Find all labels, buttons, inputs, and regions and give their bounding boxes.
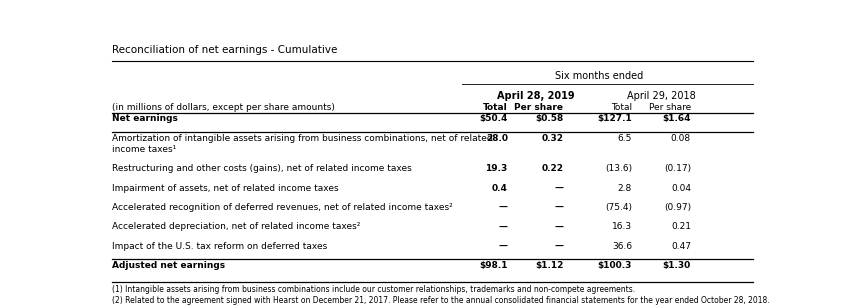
Text: Per share: Per share <box>514 103 564 112</box>
Text: $1.12: $1.12 <box>535 261 564 270</box>
Text: Six months ended: Six months ended <box>555 71 643 81</box>
Text: (1) Intangible assets arising from business combinations include our customer re: (1) Intangible assets arising from busin… <box>112 285 636 294</box>
Text: $100.3: $100.3 <box>598 261 632 270</box>
Text: Total: Total <box>611 103 632 112</box>
Text: 0.08: 0.08 <box>671 134 691 143</box>
Text: 36.6: 36.6 <box>612 242 632 251</box>
Text: Reconciliation of net earnings - Cumulative: Reconciliation of net earnings - Cumulat… <box>112 45 338 55</box>
Text: 6.5: 6.5 <box>618 134 632 143</box>
Text: —: — <box>555 184 564 193</box>
Text: 0.32: 0.32 <box>541 134 564 143</box>
Text: 2.8: 2.8 <box>618 184 632 193</box>
Text: 0.4: 0.4 <box>492 184 508 193</box>
Text: $1.30: $1.30 <box>663 261 691 270</box>
Text: (75.4): (75.4) <box>605 203 632 212</box>
Text: Net earnings: Net earnings <box>112 114 178 124</box>
Text: —: — <box>555 203 564 212</box>
Text: —: — <box>555 242 564 251</box>
Text: —: — <box>499 242 508 251</box>
Text: April 28, 2019: April 28, 2019 <box>497 91 575 101</box>
Text: $98.1: $98.1 <box>479 261 508 270</box>
Text: Total: Total <box>483 103 508 112</box>
Text: $1.64: $1.64 <box>663 114 691 124</box>
Text: 16.3: 16.3 <box>612 222 632 231</box>
Text: $0.58: $0.58 <box>535 114 564 124</box>
Text: (2) Related to the agreement signed with Hearst on December 21, 2017. Please ref: (2) Related to the agreement signed with… <box>112 297 770 305</box>
Text: income taxes¹: income taxes¹ <box>112 145 176 154</box>
Text: April 29, 2018: April 29, 2018 <box>627 91 695 101</box>
Text: 28.0: 28.0 <box>486 134 508 143</box>
Text: (0.17): (0.17) <box>663 164 691 174</box>
Text: 0.47: 0.47 <box>671 242 691 251</box>
Text: (0.97): (0.97) <box>663 203 691 212</box>
Text: Accelerated recognition of deferred revenues, net of related income taxes²: Accelerated recognition of deferred reve… <box>112 203 452 212</box>
Text: $127.1: $127.1 <box>598 114 632 124</box>
Text: 0.22: 0.22 <box>541 164 564 174</box>
Text: —: — <box>499 203 508 212</box>
Text: —: — <box>499 222 508 231</box>
Text: (13.6): (13.6) <box>605 164 632 174</box>
Text: 0.21: 0.21 <box>671 222 691 231</box>
Text: (in millions of dollars, except per share amounts): (in millions of dollars, except per shar… <box>112 103 335 112</box>
Text: 0.04: 0.04 <box>671 184 691 193</box>
Text: Impairment of assets, net of related income taxes: Impairment of assets, net of related inc… <box>112 184 338 193</box>
Text: $50.4: $50.4 <box>479 114 508 124</box>
Text: Accelerated depreciation, net of related income taxes²: Accelerated depreciation, net of related… <box>112 222 360 231</box>
Text: —: — <box>555 222 564 231</box>
Text: Per share: Per share <box>649 103 691 112</box>
Text: Amortization of intangible assets arising from business combinations, net of rel: Amortization of intangible assets arisin… <box>112 134 493 143</box>
Text: Impact of the U.S. tax reform on deferred taxes: Impact of the U.S. tax reform on deferre… <box>112 242 327 251</box>
Text: Restructuring and other costs (gains), net of related income taxes: Restructuring and other costs (gains), n… <box>112 164 412 174</box>
Text: Adjusted net earnings: Adjusted net earnings <box>112 261 225 270</box>
Text: 19.3: 19.3 <box>485 164 508 174</box>
